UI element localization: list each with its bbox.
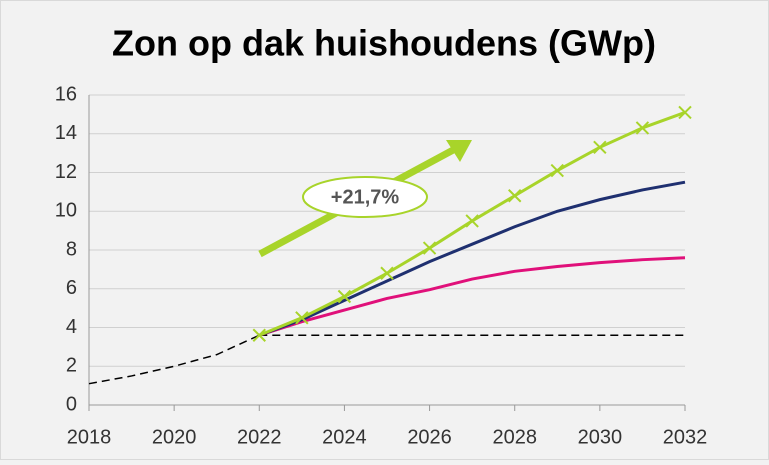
trend-arrow-head	[446, 140, 472, 162]
x-tick-label: 2020	[152, 426, 197, 448]
x-tick-label: 2028	[492, 426, 537, 448]
marker	[508, 189, 522, 203]
annotation: +21,7%	[331, 186, 400, 208]
y-tick-label: 10	[55, 200, 77, 222]
marker	[550, 163, 564, 178]
y-tick-label: 2	[66, 355, 77, 377]
series-line	[88, 334, 260, 385]
marker	[252, 328, 266, 342]
y-tick-label: 8	[66, 238, 77, 260]
marker	[635, 121, 650, 135]
marker	[422, 241, 437, 255]
marker	[678, 105, 692, 120]
x-tick-label: 2032	[663, 426, 708, 448]
y-tick-label: 6	[66, 277, 77, 299]
chart-title: Zon op dak huishoudens (GWp)	[112, 23, 656, 64]
marker	[295, 311, 309, 325]
annotation-bubble	[302, 176, 428, 218]
marker	[465, 214, 479, 228]
y-tick-label: 4	[66, 316, 77, 338]
x-tick-label: 2024	[322, 426, 367, 448]
x-tick-label: 2018	[67, 426, 112, 448]
y-tick-label: 14	[55, 122, 77, 144]
x-tick-label: 2026	[407, 426, 452, 448]
x-tick-label: 2022	[237, 426, 282, 448]
series-line	[258, 256, 686, 337]
y-tick-label: 0	[66, 393, 77, 415]
series-line	[258, 180, 686, 337]
y-tick-label: 12	[55, 161, 77, 183]
marker	[380, 266, 394, 280]
x-tick-label: 2030	[578, 426, 623, 448]
marker	[593, 140, 607, 155]
marker	[337, 289, 352, 304]
y-tick-label: 16	[55, 83, 77, 105]
